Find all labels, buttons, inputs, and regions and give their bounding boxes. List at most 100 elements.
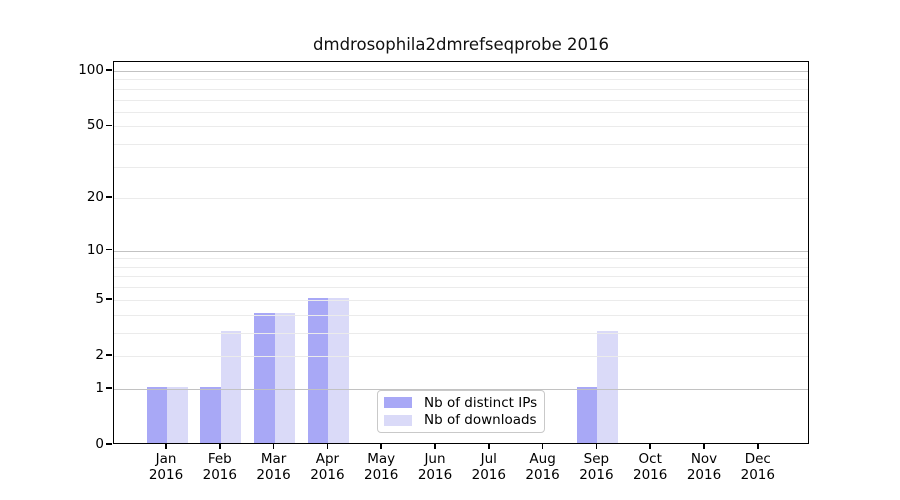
gridline-minor-40	[114, 144, 808, 146]
y-tick-label-20: 20	[86, 189, 104, 206]
x-tick-year: 2016	[579, 467, 614, 483]
y-tick-label-1: 1	[95, 379, 104, 396]
gridline-major-100	[114, 70, 808, 72]
gridline-minor-5	[114, 299, 808, 301]
x-axis-tick-jan	[165, 444, 167, 449]
gridline-minor-3	[114, 332, 808, 334]
x-tick-month: Aug	[529, 451, 556, 467]
x-tick-month: Mar	[260, 451, 287, 467]
gridline-minor-50	[114, 126, 808, 128]
plot-area	[113, 61, 809, 444]
x-tick-month: Sep	[583, 451, 610, 467]
y-tick-label-50: 50	[86, 117, 104, 134]
y-axis-tick-20	[106, 196, 112, 199]
x-tick-label-jan: Jan 2016	[131, 451, 201, 483]
bar-nb-of-distinct-ips-mar	[254, 312, 275, 443]
x-axis-tick-jul	[488, 444, 490, 449]
x-tick-year: 2016	[525, 467, 560, 483]
gridline-minor-2	[114, 355, 808, 357]
gridline-minor-80	[114, 88, 808, 90]
x-axis-tick-feb	[219, 444, 221, 449]
x-tick-month: Feb	[207, 451, 232, 467]
legend-swatch-downloads	[384, 414, 412, 426]
bar-nb-of-distinct-ips-apr	[307, 297, 329, 443]
x-tick-label-jun: Jun 2016	[400, 451, 470, 483]
gridline-minor-90	[114, 79, 808, 81]
x-tick-label-oct: Oct 2016	[615, 451, 685, 483]
chart-title: dmdrosophila2dmrefseqprobe 2016	[313, 35, 609, 54]
x-tick-year: 2016	[686, 467, 722, 483]
x-tick-month: May	[367, 451, 396, 467]
x-tick-year: 2016	[740, 467, 775, 483]
x-tick-label-may: May 2016	[346, 451, 416, 483]
x-axis-tick-jun	[434, 444, 436, 449]
x-tick-year: 2016	[471, 467, 506, 483]
x-tick-year: 2016	[148, 467, 184, 483]
x-tick-label-dec: Dec 2016	[723, 451, 793, 483]
x-tick-month: Nov	[690, 451, 718, 467]
x-tick-label-mar: Mar 2016	[239, 451, 309, 483]
y-tick-label-100: 100	[78, 61, 104, 78]
x-tick-month: Jul	[480, 451, 497, 467]
gridline-major-10	[114, 250, 808, 252]
legend-item-distinct-ips: Nb of distinct IPs	[384, 395, 538, 411]
y-tick-label-10: 10	[86, 241, 104, 258]
y-tick-label-0: 0	[95, 436, 104, 452]
x-tick-label-apr: Apr 2016	[292, 451, 362, 483]
y-axis-tick-1	[106, 387, 112, 389]
x-tick-year: 2016	[310, 467, 345, 483]
x-tick-month: Jan	[155, 451, 177, 467]
bar-nb-of-downloads-feb	[220, 330, 242, 443]
x-tick-label-sep: Sep 2016	[561, 451, 631, 483]
x-tick-year: 2016	[202, 467, 237, 483]
x-axis-tick-apr	[326, 444, 329, 449]
x-axis-tick-aug	[541, 444, 544, 449]
legend: Nb of distinct IPs Nb of downloads	[377, 390, 545, 433]
x-tick-year: 2016	[256, 467, 291, 483]
x-tick-month: Jun	[424, 451, 446, 467]
x-tick-label-aug: Aug 2016	[508, 451, 578, 483]
y-axis-tick-50	[106, 124, 112, 127]
gridline-minor-30	[114, 166, 808, 168]
x-tick-month: Oct	[638, 451, 662, 467]
x-tick-month: Apr	[315, 451, 340, 467]
legend-label-downloads: Nb of downloads	[424, 412, 537, 429]
legend-swatch-distinct-ips	[384, 397, 412, 409]
x-axis-tick-nov	[703, 444, 705, 449]
x-axis-tick-dec	[757, 444, 759, 449]
legend-label-distinct-ips: Nb of distinct IPs	[424, 394, 538, 411]
x-axis-tick-may	[380, 444, 382, 449]
gridline-major-1	[114, 388, 808, 390]
x-tick-year: 2016	[364, 467, 399, 483]
bar-nb-of-distinct-ips-sep	[576, 386, 598, 443]
y-axis-tick-0	[106, 443, 112, 445]
y-axis-tick-2	[106, 354, 112, 356]
x-tick-label-nov: Nov 2016	[669, 451, 739, 483]
gridline-minor-60	[114, 111, 808, 113]
x-tick-year: 2016	[633, 467, 668, 483]
x-tick-year: 2016	[417, 467, 453, 483]
gridline-minor-9	[114, 258, 808, 260]
gridline-minor-20	[114, 198, 808, 200]
bar-nb-of-distinct-ips-jan	[146, 386, 167, 443]
x-tick-label-jul: Jul 2016	[454, 451, 524, 483]
y-tick-label-2: 2	[95, 346, 104, 363]
x-axis-tick-mar	[272, 444, 275, 449]
bar-nb-of-downloads-mar	[274, 312, 296, 443]
y-axis-tick-100	[106, 69, 112, 71]
bar-nb-of-distinct-ips-feb	[200, 386, 221, 443]
x-axis-tick-oct	[649, 444, 651, 449]
gridline-minor-8	[114, 266, 808, 268]
x-axis-tick-sep	[595, 444, 598, 449]
y-axis-tick-10	[106, 248, 112, 251]
bar-nb-of-downloads-apr	[328, 297, 349, 443]
gridline-minor-70	[114, 99, 808, 101]
gridline-minor-7	[114, 276, 808, 278]
bar-nb-of-downloads-jan	[167, 386, 188, 443]
gridline-minor-4	[114, 314, 808, 316]
bar-nb-of-downloads-sep	[597, 330, 618, 443]
x-tick-label-feb: Feb 2016	[185, 451, 255, 483]
legend-item-downloads: Nb of downloads	[384, 412, 538, 428]
x-tick-month: Dec	[744, 451, 771, 467]
